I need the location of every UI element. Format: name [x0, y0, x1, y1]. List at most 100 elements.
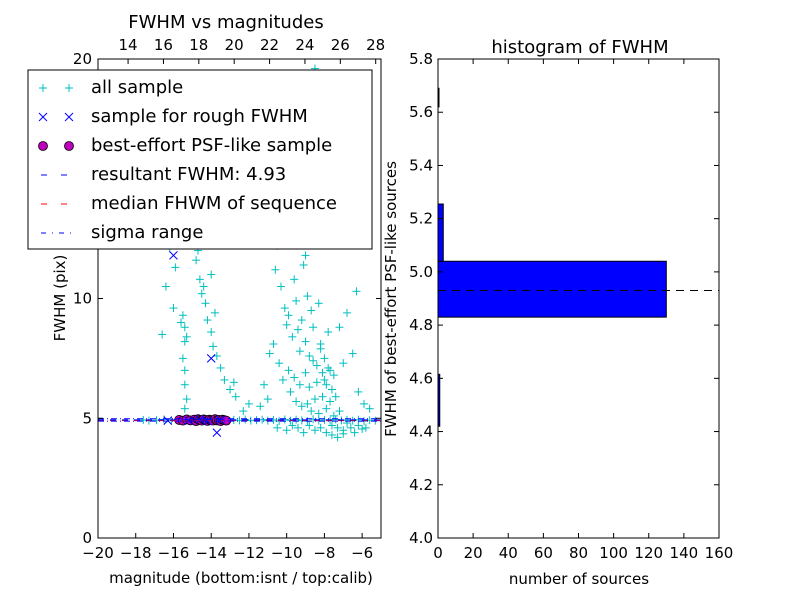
all-sample-point — [299, 428, 308, 437]
all-sample-point — [180, 380, 189, 389]
all-sample-point — [322, 428, 331, 437]
all-sample-point — [301, 337, 310, 346]
all-sample-point — [307, 306, 316, 315]
all-sample-point — [327, 431, 336, 440]
all-sample-point — [282, 320, 291, 329]
rough-sample-point — [184, 416, 193, 425]
all-sample-point — [293, 423, 302, 432]
all-sample-point — [139, 415, 148, 424]
all-sample-point — [282, 426, 291, 435]
all-sample-point — [352, 287, 361, 296]
left-top-tick-label: 24 — [295, 36, 314, 54]
all-sample-point — [333, 423, 342, 432]
all-sample-point — [299, 260, 308, 269]
all-sample-point — [324, 363, 333, 372]
right-y-tick-label: 5.8 — [409, 50, 433, 68]
right-x-tick-label: 60 — [534, 544, 553, 562]
legend-plus — [65, 84, 73, 92]
legend-label: sample for rough FWHM — [91, 106, 308, 127]
all-sample-point — [303, 292, 312, 301]
all-sample-point — [320, 354, 329, 363]
all-sample-point — [195, 275, 204, 284]
all-sample-point — [346, 423, 355, 432]
all-sample-point — [326, 397, 335, 406]
right-x-tick-label: 0 — [433, 544, 443, 562]
all-sample-point — [207, 270, 216, 279]
legend-label: best-effort PSF-like sample — [91, 135, 332, 156]
left-y-tick-label: 0 — [82, 529, 92, 547]
left-y-axis-label: FWHM (pix) — [51, 255, 69, 342]
all-sample-point — [199, 282, 208, 291]
all-sample-point — [256, 402, 265, 411]
all-sample-point — [329, 371, 338, 380]
all-sample-point — [177, 318, 186, 327]
legend-entry-psf-sample: best-effort PSF-like sample — [38, 135, 332, 156]
legend-entry-rough-sample: sample for rough FWHM — [38, 106, 308, 127]
rough-sample-point-b — [169, 251, 178, 260]
left-x-tick-label: −10 — [271, 544, 303, 562]
all-sample-point — [277, 282, 286, 291]
all-sample-point — [316, 344, 325, 353]
all-sample-point — [180, 404, 189, 413]
legend-circle — [64, 141, 74, 151]
all-sample-point — [295, 380, 304, 389]
all-sample-point — [303, 399, 312, 408]
all-sample-point — [354, 387, 363, 396]
legend-entry-resultant-fwhm: resultant FWHM: 4.93 — [41, 164, 286, 185]
all-sample-point — [354, 421, 363, 430]
right-x-tick-label: 160 — [705, 544, 734, 562]
all-sample-point — [297, 316, 306, 325]
right-y-tick-label: 5.6 — [409, 103, 433, 121]
all-sample-point — [301, 368, 310, 377]
left-x-tick-label: −20 — [82, 544, 114, 562]
left-top-tick-label: 26 — [331, 36, 350, 54]
all-sample-point — [265, 349, 274, 358]
all-sample-point — [290, 373, 299, 382]
all-sample-point — [318, 392, 327, 401]
legend-x — [64, 112, 74, 122]
all-sample-point — [316, 423, 325, 432]
legend-marker-circle — [38, 141, 74, 151]
left-x-tick-label: −12 — [233, 544, 265, 562]
all-sample-point — [278, 375, 287, 384]
all-sample-point — [178, 311, 187, 320]
all-sample-point — [335, 407, 344, 416]
legend-label: all sample — [91, 77, 183, 98]
legend-entry-median-fwhm: median FHWM of sequence — [41, 193, 337, 214]
all-sample-point — [322, 404, 331, 413]
all-sample-point — [169, 304, 178, 313]
legend-circle — [38, 141, 48, 151]
all-sample-point — [192, 256, 201, 265]
legend-box — [27, 69, 373, 250]
all-sample-point — [309, 323, 318, 332]
legend: all sample sample for rough FWHM best-ef… — [27, 69, 373, 250]
right-y-axis-label: FWHM of best-effort PSF-like sources — [382, 161, 400, 437]
all-sample-point — [343, 308, 352, 317]
all-sample-point — [322, 380, 331, 389]
right-y-tick-label: 4.2 — [409, 476, 433, 494]
legend-x — [38, 112, 48, 122]
all-sample-point — [318, 368, 327, 377]
all-sample-point — [305, 383, 314, 392]
all-sample-point — [295, 347, 304, 356]
all-sample-point — [239, 407, 248, 416]
all-sample-point — [178, 354, 187, 363]
right-plot-area — [437, 87, 719, 427]
left-y-tick-label: 5 — [82, 409, 92, 427]
legend-plus — [39, 84, 47, 92]
all-sample-point — [284, 366, 293, 375]
all-sample-point — [305, 421, 314, 430]
all-sample-point — [180, 337, 189, 346]
all-sample-point — [288, 332, 297, 341]
all-sample-point — [229, 378, 238, 387]
all-sample-point — [158, 330, 167, 339]
all-sample-point — [305, 351, 314, 360]
all-sample-point — [263, 395, 272, 404]
all-sample-point — [361, 423, 370, 432]
left-x-tick-label: −8 — [313, 544, 335, 562]
all-sample-point — [290, 275, 299, 284]
all-sample-point — [314, 409, 323, 418]
legend-marker-plus — [39, 84, 73, 92]
all-sample-point — [269, 340, 278, 349]
all-sample-point — [231, 392, 240, 401]
